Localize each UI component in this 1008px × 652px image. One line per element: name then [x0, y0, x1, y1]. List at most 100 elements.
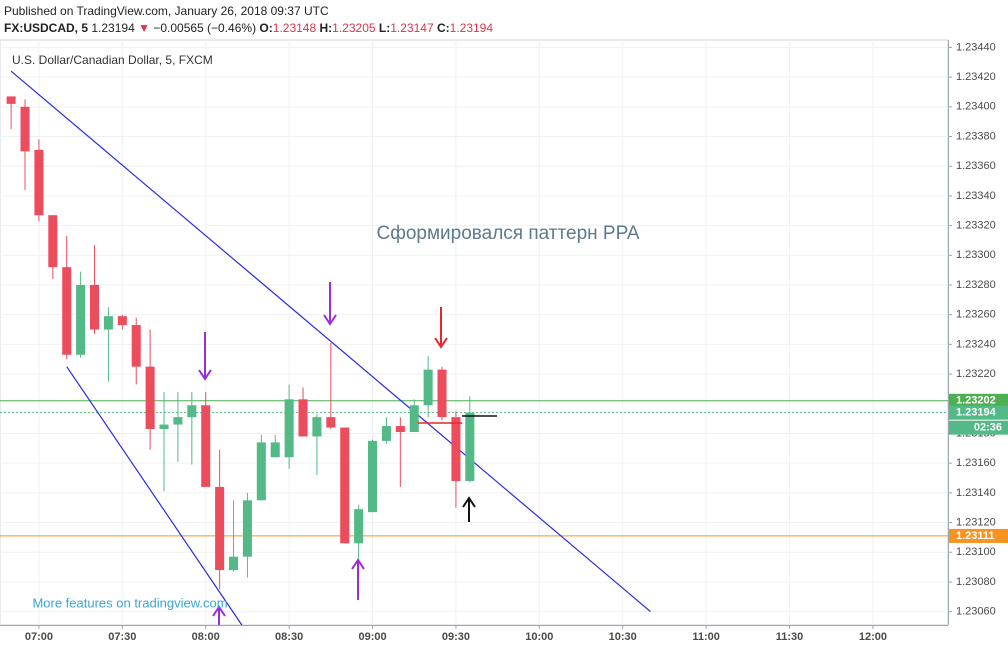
- y-tick-label: 1.23240: [956, 338, 996, 350]
- y-tick-label: 1.23380: [956, 130, 996, 142]
- chart-title: U.S. Dollar/Canadian Dollar, 5, FXCM: [12, 53, 213, 67]
- price-axis: [948, 0, 1008, 652]
- arrow: [212, 605, 226, 625]
- candle-body: [229, 556, 239, 571]
- y-tick-label: 1.23440: [956, 41, 996, 53]
- candle-body: [90, 284, 100, 330]
- countdown: 02:36: [974, 422, 1002, 434]
- candle-body: [381, 426, 391, 441]
- x-tick-label: 09:30: [442, 631, 470, 643]
- arrow: [198, 332, 212, 381]
- price-label: 1.23111: [956, 530, 995, 542]
- candle-body: [76, 284, 86, 355]
- open-label: O:: [259, 21, 273, 35]
- y-tick-label: 1.23300: [956, 249, 996, 261]
- x-tick-label: 11:00: [692, 631, 720, 643]
- footer-link[interactable]: More features on tradingview.com: [32, 595, 227, 610]
- y-tick-label: 1.23120: [956, 516, 996, 528]
- candle-body: [326, 417, 336, 428]
- y-tick-label: 1.23140: [956, 487, 996, 499]
- y-tick-label: 1.23100: [956, 546, 996, 558]
- last-price: 1.23194: [91, 21, 135, 35]
- y-tick-label: 1.23220: [956, 368, 996, 380]
- published-line: Published on TradingView.com, January 26…: [4, 4, 329, 18]
- candle-body: [270, 442, 280, 458]
- x-tick-label: 09:00: [358, 631, 386, 643]
- price-label-box: [949, 528, 1008, 543]
- candle-body: [173, 417, 183, 425]
- candle-body: [215, 486, 225, 571]
- candle-body: [103, 316, 113, 330]
- arrow: [434, 307, 448, 349]
- price-label-box: [949, 405, 1008, 420]
- candle-body: [34, 149, 44, 216]
- candle-body: [145, 366, 155, 430]
- candle-body: [131, 325, 141, 367]
- arrows: [198, 282, 497, 625]
- high-value: 1.23205: [332, 21, 376, 35]
- candle-body: [242, 500, 252, 557]
- x-tick-label: 08:30: [275, 631, 303, 643]
- y-tick-label: 1.23080: [956, 576, 996, 588]
- candle-body: [465, 412, 475, 481]
- candle-body: [284, 399, 294, 458]
- x-tick-label: 07:00: [25, 631, 53, 643]
- candle-body: [409, 405, 419, 432]
- y-tick-label: 1.23060: [956, 606, 996, 618]
- header: Published on TradingView.com, January 26…: [4, 3, 493, 37]
- symbol: FX:USDCAD, 5: [4, 21, 89, 35]
- candle-body: [354, 509, 364, 544]
- open-value: 1.23148: [272, 21, 317, 35]
- candle-body: [187, 405, 197, 418]
- arrow: [462, 496, 476, 522]
- price-label: 1.23202: [956, 395, 996, 407]
- candle-body: [423, 369, 433, 406]
- low-value: 1.23147: [390, 21, 434, 35]
- candle-body: [256, 442, 266, 501]
- plot-frame: [0, 39, 949, 626]
- x-tick-label: 11:30: [776, 631, 804, 643]
- arrow: [323, 282, 337, 326]
- y-tick-label: 1.23320: [956, 220, 996, 232]
- x-tick-label: 08:00: [192, 631, 220, 643]
- change-arrow: ▼: [138, 21, 150, 35]
- quote-line: FX:USDCAD, 5 1.23194 ▼ −0.00565 (−0.46%)…: [4, 20, 493, 37]
- y-tick-label: 1.23340: [956, 190, 996, 202]
- x-tick-label: 12:00: [859, 631, 887, 643]
- arrow: [351, 558, 365, 600]
- x-tick-label: 07:30: [108, 631, 136, 643]
- close-value: 1.23194: [449, 21, 494, 35]
- annotation: Сформировался паттерн PPA: [376, 223, 639, 244]
- countdown-box: [949, 420, 1008, 435]
- high-label: H:: [319, 21, 333, 35]
- candle-body: [20, 106, 30, 152]
- change: −0.00565 (−0.46%): [153, 21, 257, 35]
- price-label: 1.23194: [956, 407, 997, 419]
- candle-body: [395, 426, 405, 432]
- candle-body: [159, 424, 169, 430]
- candle-body: [312, 417, 322, 437]
- x-tick-label: 10:30: [609, 631, 637, 643]
- y-tick-label: 1.23400: [956, 101, 996, 113]
- y-tick-label: 1.23280: [956, 279, 996, 291]
- candle-body: [368, 440, 378, 513]
- candle-body: [437, 369, 447, 418]
- y-tick-label: 1.23420: [956, 71, 996, 83]
- candle-body: [201, 405, 211, 487]
- x-tick-label: 10:00: [525, 631, 553, 643]
- y-tick-label: 1.23360: [956, 160, 996, 172]
- y-tick-label: 1.23260: [956, 309, 996, 321]
- close-label: C:: [436, 21, 450, 35]
- low-label: L:: [378, 21, 391, 35]
- candle-body: [298, 399, 308, 437]
- candle-body: [340, 427, 350, 544]
- candle-body: [6, 96, 16, 104]
- y-tick-label: 1.23160: [956, 457, 996, 469]
- price-label-box: [949, 393, 1008, 408]
- trend-line: [10, 70, 651, 613]
- candle-body: [48, 215, 58, 268]
- trend-line: [66, 366, 243, 626]
- candle-body: [451, 417, 461, 481]
